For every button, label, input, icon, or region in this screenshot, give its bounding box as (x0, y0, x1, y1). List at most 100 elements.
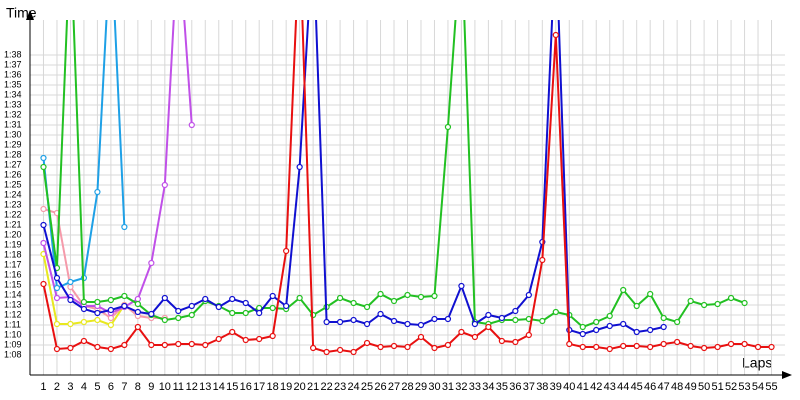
x-tick-label: 39 (550, 381, 562, 393)
y-tick-label: 1:23 (4, 199, 22, 209)
y-tick-label: 1:21 (4, 219, 22, 229)
point (593, 318, 600, 326)
point (633, 328, 640, 336)
x-tick-label: 46 (644, 381, 656, 393)
x-tick-label: 54 (752, 381, 764, 393)
x-tick-label: 32 (455, 381, 467, 393)
point (336, 346, 344, 354)
point (377, 343, 384, 351)
x-tick-label: 3 (67, 381, 73, 393)
point (336, 318, 344, 326)
point (80, 305, 88, 313)
point (53, 284, 61, 292)
point (687, 297, 694, 305)
x-tick-label: 24 (347, 381, 359, 393)
x-tick-label: 43 (604, 381, 616, 393)
point (94, 298, 101, 306)
point (660, 340, 667, 348)
y-tick-label: 1:19 (4, 239, 22, 249)
point (485, 323, 492, 331)
point (579, 330, 586, 338)
y-tick-label: 1:25 (4, 179, 22, 189)
point (161, 341, 168, 349)
point (67, 283, 74, 291)
point (229, 328, 236, 336)
x-tick-label: 49 (685, 381, 697, 393)
point (134, 308, 141, 316)
x-tick-label: 48 (671, 381, 683, 393)
x-tick-label: 23 (334, 381, 346, 393)
x-arrow (782, 371, 792, 379)
point (417, 321, 425, 329)
x-tick-label: 29 (415, 381, 427, 393)
point (390, 317, 398, 325)
point (229, 309, 236, 317)
point (660, 323, 667, 331)
point (67, 320, 74, 328)
y-tick-label: 1:24 (4, 189, 22, 199)
point (512, 338, 519, 346)
plot-area (40, 20, 775, 356)
point (647, 326, 654, 334)
x-tick-label: 27 (388, 381, 400, 393)
point (188, 121, 195, 129)
point (620, 286, 627, 294)
series-line (43, 208, 165, 320)
point (107, 306, 114, 314)
point (647, 343, 654, 351)
y-tick-label: 1:26 (4, 169, 22, 179)
x-tick-label: 19 (280, 381, 292, 393)
axes (26, 10, 792, 379)
point (40, 154, 47, 162)
y-tick-label: 1:32 (4, 109, 22, 119)
point (714, 343, 721, 351)
y-tick-label: 1:10 (4, 329, 22, 339)
x-tick-label: 10 (159, 381, 171, 393)
y-tick-label: 1:11 (4, 319, 21, 329)
point (727, 294, 735, 302)
point (768, 343, 775, 351)
y-tick-label: 1:35 (4, 79, 22, 89)
point (256, 335, 263, 343)
y-tick-label: 1:20 (4, 229, 22, 239)
y-tick-label: 1:28 (4, 149, 22, 159)
x-tick-label: 53 (738, 381, 750, 393)
point (94, 343, 101, 351)
point (107, 296, 114, 304)
y-arrow (26, 10, 34, 20)
point (741, 340, 748, 348)
point (148, 341, 155, 349)
point (687, 342, 694, 350)
x-tick-label: 21 (307, 381, 319, 393)
x-tick-label: 8 (135, 381, 141, 393)
point (431, 315, 438, 323)
point (134, 323, 141, 331)
point (444, 341, 452, 349)
x-tick-label: 6 (108, 381, 114, 393)
x-tick-label: 33 (469, 381, 481, 393)
point (121, 223, 128, 231)
point (215, 303, 222, 311)
x-tick-label: 28 (401, 381, 413, 393)
x-tick-label: 36 (509, 381, 521, 393)
point (134, 295, 141, 303)
point (242, 309, 249, 317)
y-tick-label: 1:30 (4, 129, 22, 139)
point (444, 123, 452, 131)
x-tick-label: 20 (294, 381, 306, 393)
point (471, 333, 479, 341)
point (148, 310, 155, 318)
point (188, 302, 195, 310)
point (647, 290, 654, 298)
point (701, 301, 708, 309)
y-tick-label: 1:12 (4, 309, 22, 319)
point (620, 342, 627, 350)
grid: 1:081:091:101:111:121:131:141:151:161:17… (4, 20, 785, 393)
point (283, 302, 290, 310)
point (363, 320, 371, 328)
y-tick-label: 1:38 (4, 49, 22, 59)
point (202, 341, 209, 349)
point (94, 309, 101, 317)
